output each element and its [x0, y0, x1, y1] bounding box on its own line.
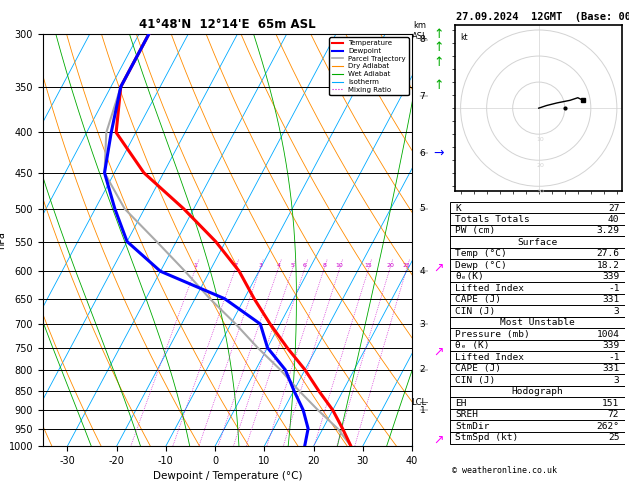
Text: ↑: ↑ — [433, 41, 443, 54]
Text: 3: 3 — [614, 376, 620, 385]
Text: 1: 1 — [420, 406, 425, 415]
Text: ↗: ↗ — [433, 261, 443, 275]
X-axis label: Dewpoint / Temperature (°C): Dewpoint / Temperature (°C) — [153, 471, 302, 482]
Text: 10: 10 — [536, 137, 544, 142]
Text: Temp (°C): Temp (°C) — [455, 249, 507, 258]
Text: ↗: ↗ — [433, 434, 443, 447]
Bar — [450, 386, 625, 444]
Text: ↗: ↗ — [433, 346, 443, 359]
Text: 6: 6 — [303, 263, 307, 268]
Text: 8: 8 — [322, 263, 326, 268]
Text: 1004: 1004 — [596, 330, 620, 339]
Text: -1: -1 — [608, 284, 620, 293]
Text: 6: 6 — [420, 149, 425, 158]
Text: ↑: ↑ — [433, 79, 443, 92]
Text: 25: 25 — [608, 434, 620, 442]
Text: 27.6: 27.6 — [596, 249, 620, 258]
Text: 7: 7 — [420, 92, 425, 101]
Text: StmSpd (kt): StmSpd (kt) — [455, 434, 518, 442]
Text: Pressure (mb): Pressure (mb) — [455, 330, 530, 339]
Text: © weatheronline.co.uk: © weatheronline.co.uk — [452, 466, 557, 475]
Text: θₑ(K): θₑ(K) — [455, 272, 484, 281]
Text: 3: 3 — [420, 320, 425, 329]
Text: 3: 3 — [614, 307, 620, 316]
Bar — [450, 236, 625, 317]
Text: 331: 331 — [602, 364, 620, 373]
Text: 10: 10 — [336, 263, 343, 268]
Text: 20: 20 — [536, 163, 544, 168]
Text: 2: 2 — [233, 263, 238, 268]
Text: CIN (J): CIN (J) — [455, 307, 495, 316]
Text: 27.09.2024  12GMT  (Base: 00): 27.09.2024 12GMT (Base: 00) — [456, 12, 629, 22]
Text: 5: 5 — [291, 263, 294, 268]
Text: 3: 3 — [258, 263, 262, 268]
Text: 18.2: 18.2 — [596, 260, 620, 270]
Text: Hodograph: Hodograph — [511, 387, 563, 396]
Text: 15: 15 — [365, 263, 372, 268]
Text: θₑ (K): θₑ (K) — [455, 341, 489, 350]
Text: SREH: SREH — [455, 410, 478, 419]
Text: kt: kt — [460, 33, 468, 42]
Text: Lifted Index: Lifted Index — [455, 284, 524, 293]
Text: 72: 72 — [608, 410, 620, 419]
Text: Most Unstable: Most Unstable — [500, 318, 574, 327]
Text: 30: 30 — [536, 189, 544, 194]
Title: 41°48'N  12°14'E  65m ASL: 41°48'N 12°14'E 65m ASL — [139, 18, 316, 32]
Text: Lifted Index: Lifted Index — [455, 353, 524, 362]
Text: 27: 27 — [608, 204, 620, 213]
Text: 4: 4 — [420, 267, 425, 276]
Text: 339: 339 — [602, 341, 620, 350]
Text: 262°: 262° — [596, 422, 620, 431]
Text: →: → — [433, 147, 443, 160]
Text: km
ASL: km ASL — [412, 21, 428, 41]
Bar — [450, 317, 625, 386]
Text: CIN (J): CIN (J) — [455, 376, 495, 385]
Text: Surface: Surface — [517, 238, 557, 246]
Text: PW (cm): PW (cm) — [455, 226, 495, 235]
Text: 331: 331 — [602, 295, 620, 304]
Text: 25: 25 — [403, 263, 411, 268]
Text: 4: 4 — [276, 263, 281, 268]
Text: Dewp (°C): Dewp (°C) — [455, 260, 507, 270]
Text: 8: 8 — [420, 35, 425, 44]
Text: Totals Totals: Totals Totals — [455, 214, 530, 224]
Y-axis label: hPa: hPa — [0, 231, 6, 249]
Text: 5: 5 — [420, 205, 425, 213]
Text: 3.29: 3.29 — [596, 226, 620, 235]
Text: K: K — [455, 204, 460, 213]
Text: CAPE (J): CAPE (J) — [455, 295, 501, 304]
Text: 151: 151 — [602, 399, 620, 408]
Legend: Temperature, Dewpoint, Parcel Trajectory, Dry Adiabat, Wet Adiabat, Isotherm, Mi: Temperature, Dewpoint, Parcel Trajectory… — [330, 37, 408, 95]
Text: -1: -1 — [608, 353, 620, 362]
Text: ↑: ↑ — [433, 56, 443, 69]
Text: 339: 339 — [602, 272, 620, 281]
Text: 20: 20 — [386, 263, 394, 268]
Text: StmDir: StmDir — [455, 422, 489, 431]
Text: EH: EH — [455, 399, 467, 408]
Text: CAPE (J): CAPE (J) — [455, 364, 501, 373]
Bar — [450, 202, 625, 236]
Text: ↑: ↑ — [433, 28, 443, 40]
Text: 40: 40 — [608, 214, 620, 224]
Text: LCL: LCL — [411, 398, 426, 407]
Text: 1: 1 — [194, 263, 198, 268]
Text: 2: 2 — [420, 365, 425, 374]
